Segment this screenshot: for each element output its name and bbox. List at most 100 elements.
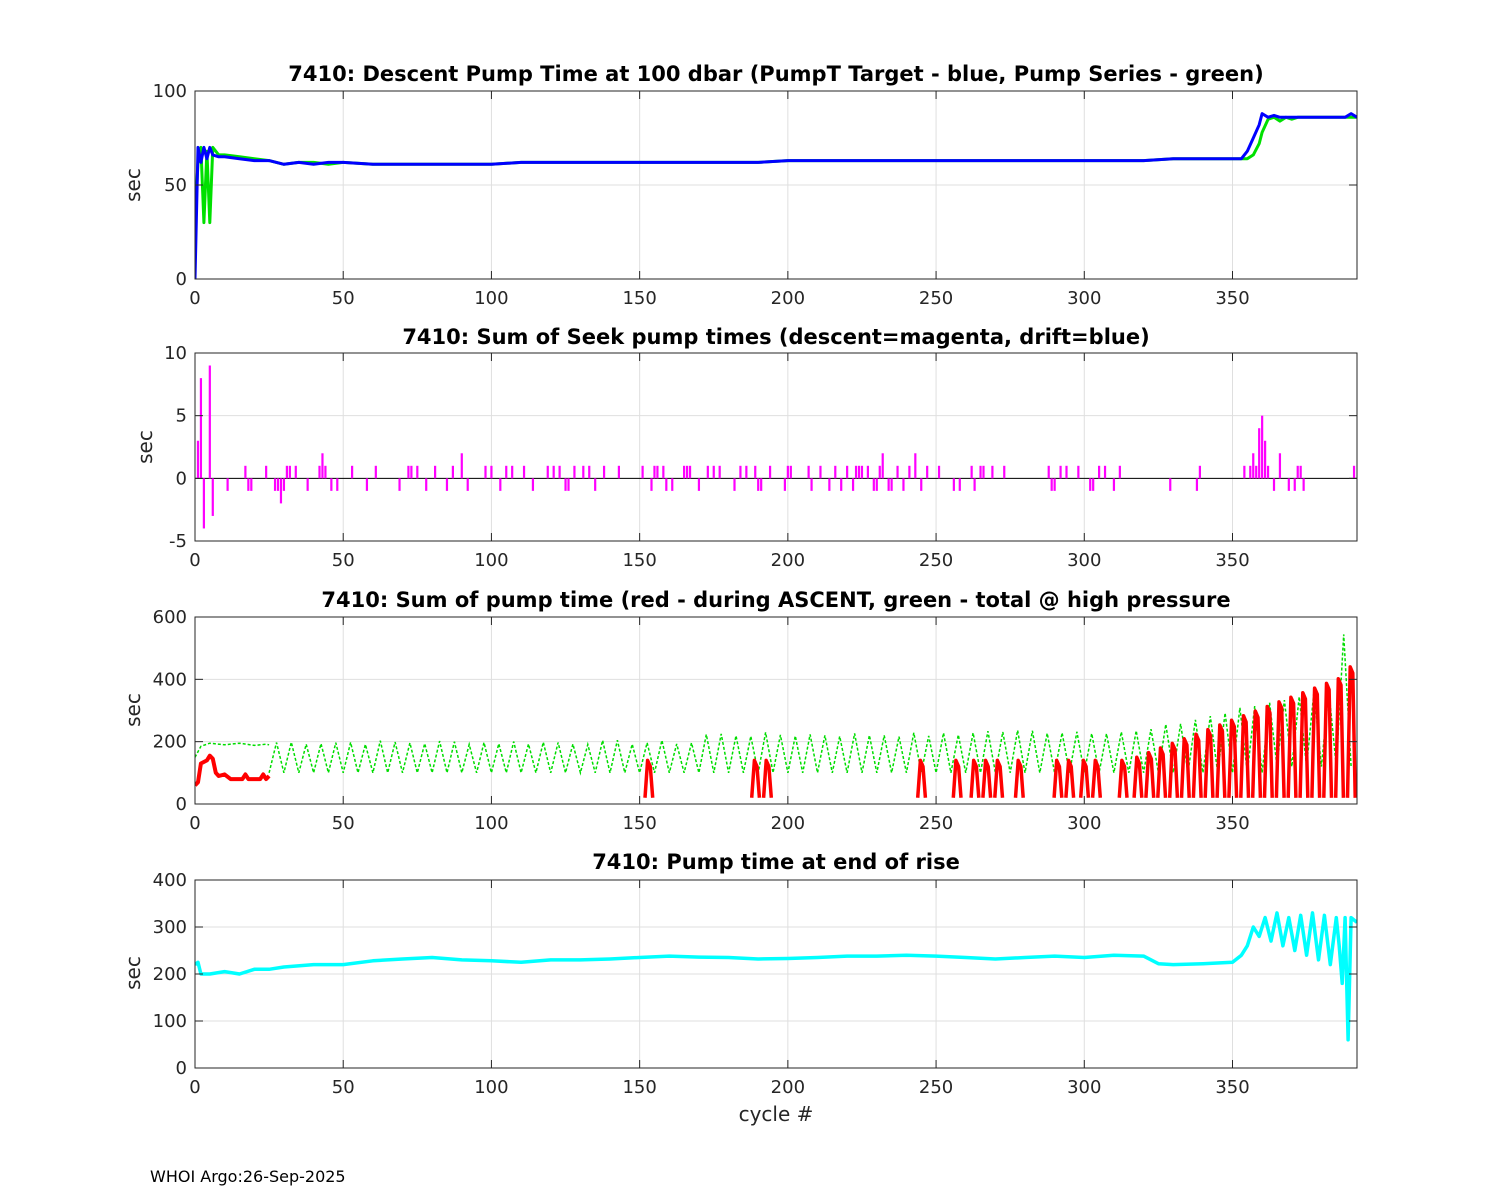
- x-tick-label: 150: [622, 288, 656, 309]
- x-tick-label: 200: [771, 813, 805, 834]
- x-tick-label: 0: [189, 550, 200, 571]
- x-tick-label: 250: [919, 288, 953, 309]
- axes-frame: [194, 616, 1358, 805]
- x-tick-label: 250: [919, 1077, 953, 1098]
- x-tick-label: 300: [1067, 288, 1101, 309]
- x-tick-label: 50: [332, 813, 355, 834]
- x-tick-label: 250: [919, 813, 953, 834]
- x-tick-label: 350: [1215, 550, 1249, 571]
- ascent-pump-burst: [1286, 695, 1298, 798]
- y-tick-label: 200: [153, 964, 187, 985]
- ascent-pump-burst: [915, 758, 928, 798]
- y-tick-label: 400: [153, 870, 187, 891]
- ascent-pump-burst: [643, 758, 655, 798]
- pump-time-end-of-rise-panel: 7410: Pump time at end of rise sec cycle…: [121, 850, 1358, 1126]
- x-tick-label: 100: [474, 1077, 508, 1098]
- x-tick-label: 150: [622, 813, 656, 834]
- descent-pump-time-panel: 7410: Descent Pump Time at 100 dbar (Pum…: [121, 62, 1358, 309]
- ascent-pump-burst: [1078, 758, 1091, 798]
- panel-title: 7410: Descent Pump Time at 100 dbar (Pum…: [288, 62, 1263, 86]
- y-tick-label: 0: [176, 794, 187, 815]
- x-tick-label: 250: [919, 550, 953, 571]
- y-tick-label: 10: [164, 343, 187, 364]
- x-tick-label: 50: [332, 550, 355, 571]
- y-axis-label: sec: [121, 168, 145, 202]
- x-tick-label: 200: [771, 550, 805, 571]
- plot-area: [195, 911, 1357, 1042]
- panel-title: 7410: Pump time at end of rise: [592, 850, 960, 874]
- y-tick-label: 100: [153, 81, 187, 102]
- x-tick-label: 150: [622, 1077, 656, 1098]
- y-axis-label: sec: [133, 430, 157, 464]
- x-tick-label: 200: [771, 1077, 805, 1098]
- y-tick-label: 600: [153, 607, 187, 628]
- plot-area: [195, 634, 1357, 798]
- x-tick-label: 100: [474, 288, 508, 309]
- ascent-pump-burst: [1227, 718, 1239, 798]
- ascent-pump-burst: [761, 758, 774, 798]
- panel-title: 7410: Sum of Seek pump times (descent=ma…: [402, 325, 1149, 349]
- series-line: [195, 112, 1357, 279]
- ascent-pump-burst: [1239, 713, 1251, 798]
- x-tick-label: 200: [771, 288, 805, 309]
- ascent-pump-burst: [1274, 700, 1286, 798]
- x-tick-label: 50: [332, 1077, 355, 1098]
- sum-of-pump-time-panel: 7410: Sum of pump time (red - during ASC…: [121, 588, 1358, 834]
- ascent-pump-burst: [1090, 758, 1103, 798]
- ascent-pump-burst: [1191, 732, 1203, 798]
- y-tick-label: 200: [153, 732, 187, 753]
- y-tick-label: 0: [176, 269, 187, 290]
- x-tick-label: 350: [1215, 813, 1249, 834]
- series-line: [195, 753, 271, 787]
- x-tick-label: 100: [474, 813, 508, 834]
- axes-frame: [194, 352, 1358, 542]
- ascent-pump-burst: [1262, 704, 1274, 798]
- y-tick-label: 0: [176, 1058, 187, 1079]
- plot-area: [195, 112, 1357, 279]
- ascent-pump-burst: [1215, 723, 1227, 798]
- seek-pump-times-panel: 7410: Sum of Seek pump times (descent=ma…: [133, 325, 1358, 571]
- x-tick-label: 300: [1067, 550, 1101, 571]
- ascent-pump-burst: [1298, 690, 1310, 798]
- ascent-pump-burst: [951, 758, 963, 798]
- y-tick-label: 300: [153, 917, 187, 938]
- x-tick-label: 100: [474, 550, 508, 571]
- x-axis-label: cycle #: [739, 1102, 814, 1126]
- y-tick-label: 400: [153, 669, 187, 690]
- ascent-pump-burst: [981, 758, 993, 798]
- ascent-pump-burst: [1144, 750, 1156, 798]
- y-axis-label: sec: [121, 693, 145, 727]
- ascent-pump-burst: [969, 758, 981, 798]
- x-tick-label: 150: [622, 550, 656, 571]
- x-tick-label: 350: [1215, 288, 1249, 309]
- footer-credit: WHOI Argo:26-Sep-2025: [150, 1167, 346, 1186]
- ascent-pump-burst: [1250, 709, 1263, 798]
- x-tick-label: 300: [1067, 1077, 1101, 1098]
- ascent-pump-burst: [1064, 758, 1076, 798]
- y-tick-label: 50: [164, 175, 187, 196]
- x-tick-label: 0: [189, 1077, 200, 1098]
- ascent-pump-burst: [1117, 758, 1129, 798]
- ascent-pump-burst: [1203, 727, 1215, 798]
- x-tick-label: 300: [1067, 813, 1101, 834]
- ascent-pump-burst: [1167, 741, 1180, 798]
- y-tick-label: 100: [153, 1011, 187, 1032]
- ascent-pump-burst: [1156, 746, 1168, 798]
- series-line: [195, 742, 270, 758]
- x-tick-label: 350: [1215, 1077, 1249, 1098]
- ascent-pump-burst: [1345, 665, 1357, 798]
- ascent-pump-burst: [1310, 686, 1322, 798]
- ascent-pump-burst: [1333, 677, 1346, 798]
- ascent-pump-burst: [749, 758, 762, 798]
- y-tick-label: 5: [176, 406, 187, 427]
- series-line: [195, 911, 1357, 1042]
- ascent-pump-burst: [993, 758, 1005, 798]
- plot-area: [195, 365, 1357, 529]
- ascent-pump-burst: [1179, 737, 1191, 798]
- y-axis-label: sec: [121, 956, 145, 990]
- x-tick-label: 0: [189, 288, 200, 309]
- y-tick-label: 0: [176, 468, 187, 489]
- x-tick-label: 50: [332, 288, 355, 309]
- x-tick-label: 0: [189, 813, 200, 834]
